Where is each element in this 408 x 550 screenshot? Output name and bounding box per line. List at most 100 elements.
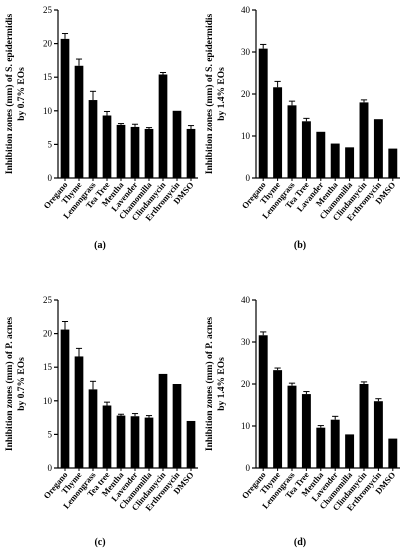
bar-lemongrass [287,105,297,178]
error-bar-tea-tree [303,117,310,122]
bar-thyme [273,87,283,178]
bar-dmso [186,128,196,178]
error-bar-erthromycin [375,398,382,402]
y-tick-label: 20 [241,89,251,99]
y-axis-title-line-1: Inhibition zones (mm) of S. epidermidis [4,13,15,174]
y-tick-label: 10 [241,131,251,141]
y-tick-label: 5 [48,429,53,439]
bar-chamomilla [144,417,154,468]
error-bar-thyme [75,347,83,357]
y-axis-title-line-2: by 1.4% EOs [217,357,227,411]
bar-erthromycin [172,110,182,178]
bar-lavender [130,416,140,468]
error-bar-tea-tree [103,401,111,406]
bar-oregano [60,38,70,179]
bar-dmso [186,420,196,468]
bar-tea-tree [102,405,112,468]
error-bar-lavender [332,415,339,420]
error-bar-oregano [260,331,267,336]
panel-label: (d) [294,537,306,548]
bar-chamomilla [144,128,154,178]
y-tick-label: 30 [241,47,251,57]
bar-oregano [258,335,268,468]
y-tick-label: 40 [241,5,251,15]
error-bar-lavender [131,413,139,417]
error-bar-dmso [187,125,195,129]
bar-thyme [74,65,84,178]
y-axis-title-line-2: by 0.7% EOs [17,67,27,121]
y-tick-label: 15 [43,362,53,372]
y-tick-label: 15 [43,72,53,82]
bar-mentha [316,427,326,468]
bar-chamomilla [345,434,355,468]
error-bar-thyme [75,58,83,66]
bar-thyme [74,356,84,468]
bar-tea-tree [102,115,112,178]
bar-dmso [388,438,398,468]
error-bar-clindamycin [159,71,167,75]
error-bar-thyme [274,367,281,371]
y-axis-title-line-1: Inhibition zones (mm) of P. acnes [204,317,215,452]
bar-thyme [273,370,283,468]
y-tick-label: 0 [48,463,53,473]
error-bar-chamomilla [145,415,153,418]
y-tick-label: 0 [246,173,251,183]
bar-erthromycin [172,384,182,468]
error-bar-oregano [61,321,69,330]
error-bar-mentha [117,413,125,416]
error-bar-mentha [317,425,324,428]
y-tick-label: 20 [43,329,53,339]
error-bar-chamomilla [145,127,153,129]
bar-lavander [316,131,326,178]
error-bar-clindamycin [360,99,368,103]
bar-mentha [116,415,126,468]
error-bar-oregano [61,33,69,39]
error-bar-tea-tree [103,110,111,116]
bar-dmso [388,148,398,178]
error-bar-clindamycin [360,381,368,384]
y-axis-title-line-2: by 0.7% EOs [17,357,27,411]
bar-lavender [130,126,140,178]
bar-lemongrass [287,385,297,468]
bar-clindamycin [359,384,369,468]
error-bar-tea-tree [303,391,310,395]
error-bar-lemongrass [89,380,97,390]
y-tick-label: 20 [241,379,251,389]
y-axis-title-line-2: by 1.4% EOs [217,67,227,121]
bar-clindamycin [158,373,168,468]
bar-tea-tree [301,121,311,178]
error-bar-oregano [260,43,267,49]
error-bar-lemongrass [288,382,296,386]
y-tick-label: 25 [43,295,53,305]
bar-clindamycin [359,102,369,178]
panel-label: (b) [294,240,306,251]
y-tick-label: 10 [43,396,53,406]
y-axis-title-line-1: Inhibition zones (mm) of P. acnes [4,317,15,452]
y-tick-label: 20 [43,39,53,49]
bar-tea-tree [301,394,311,468]
y-tick-label: 10 [241,421,251,431]
error-bar-lemongrass [288,100,296,106]
y-tick-label: 5 [48,139,53,149]
y-tick-label: 25 [43,5,53,15]
bar-oregano [258,48,268,178]
y-tick-label: 0 [246,463,251,473]
y-tick-label: 30 [241,337,251,347]
bar-erthromycin [373,119,383,178]
panel-label: (a) [94,240,106,251]
error-bar-thyme [274,80,281,88]
error-bar-lavender [131,123,139,127]
y-tick-label: 0 [48,173,53,183]
bar-lavender [330,419,340,468]
bar-clindamycin [158,74,168,178]
y-tick-label: 40 [241,295,251,305]
bar-lemongrass [88,389,98,468]
bar-lemongrass [88,100,98,178]
panel-label: (c) [94,537,105,548]
bar-erthromycin [373,401,383,468]
